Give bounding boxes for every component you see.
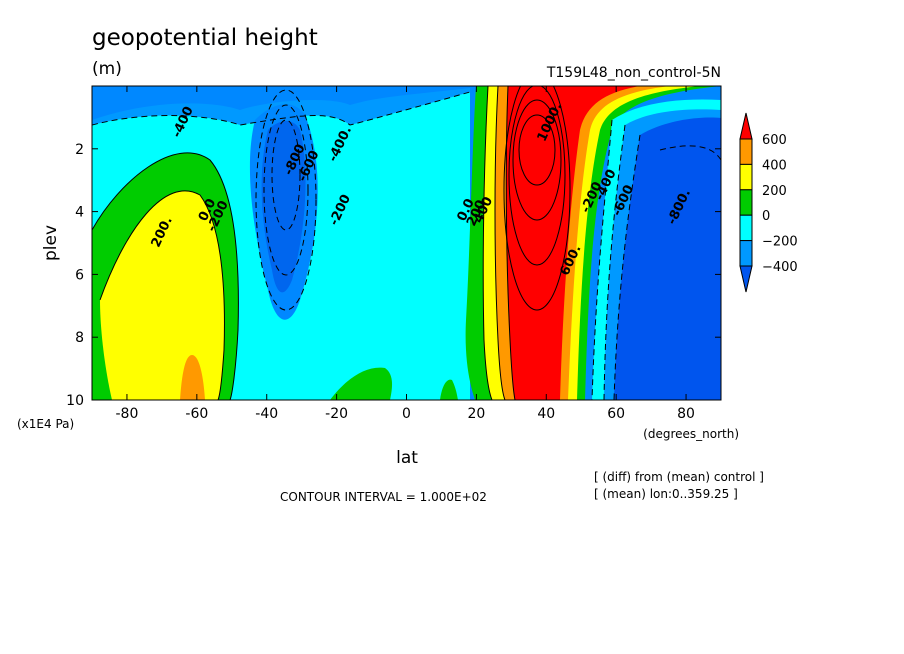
contour-minus800-nh (659, 145, 721, 161)
contour-minus600-trough (263, 104, 309, 276)
green-patch-5s (330, 367, 393, 400)
colorbar-segment (739, 163, 753, 191)
contour-minus400-nh (603, 124, 626, 400)
y-tick-label: 2 (75, 142, 84, 158)
run-label: T159L48_non_control-5N (546, 65, 721, 81)
yellow-ridge-65s (100, 190, 225, 400)
contour-minus200-nh (591, 119, 613, 400)
contour-inner-3 (508, 86, 566, 266)
x-tick-label: -60 (185, 406, 208, 422)
x-tick-label: 80 (677, 406, 695, 422)
colorbar-segment (739, 189, 753, 216)
x-tick-label: -20 (325, 406, 348, 422)
x-tick-label: 0 (402, 406, 411, 422)
note-diff: [ (diff) from (mean) control ] (594, 470, 764, 484)
contour-0-sh (92, 152, 239, 400)
contour-200-sh (99, 190, 225, 400)
y-axis: 2 4 6 8 10 (66, 142, 721, 409)
plot-area: -400-400.-600-800-200-2000.0200.0.020040… (92, 86, 721, 400)
x-tick-label: -80 (116, 406, 139, 422)
contour-inner-2 (512, 99, 562, 221)
colorbar-label: −200 (762, 235, 798, 250)
x-tick-label: 20 (467, 406, 485, 422)
x-axis-label: lat (396, 448, 418, 468)
green-patch-15n (440, 379, 458, 400)
orange-core-60s (180, 355, 205, 400)
contour-minus800-trough (271, 119, 301, 231)
contour-minus400-trough (255, 89, 317, 311)
chart-title: geopotential height (92, 25, 318, 51)
colorbar: 600 400 200 0 −200 −400 (739, 112, 798, 293)
colorbar-top-triangle (739, 112, 753, 140)
contour-400-nh-west (494, 86, 506, 400)
dashed-contours (92, 89, 721, 400)
y-units: (x1E4 Pa) (17, 417, 74, 431)
contour-minus600-nh (613, 134, 641, 400)
y-axis-label: plev (41, 225, 61, 261)
colorbar-segment (739, 240, 753, 267)
note-mean: [ (mean) lon:0..359.25 ] (594, 487, 738, 501)
colorbar-bottom-triangle (739, 265, 753, 293)
contour-inner-1 (518, 114, 556, 186)
x-tick-label: -40 (255, 406, 278, 422)
y-tick-label: 8 (75, 330, 84, 346)
x-units: (degrees_north) (643, 427, 739, 441)
colorbar-segment (739, 214, 753, 242)
colorbar-label: 600 (762, 133, 787, 148)
colorbar-label: −400 (762, 260, 798, 275)
y-tick-label: 10 (66, 393, 84, 409)
colorbar-label: 200 (762, 184, 787, 199)
colorbar-label: 0 (762, 209, 770, 224)
y-tick-label: 6 (75, 267, 84, 283)
colorbar-label: 400 (762, 158, 787, 173)
x-axis: -80 -60 -40 -20 0 20 40 60 80 (116, 86, 695, 422)
contour-interval-text: CONTOUR INTERVAL = 1.000E+02 (280, 490, 487, 504)
contour-200-nh-west (482, 86, 493, 400)
y-tick-label: 4 (75, 205, 84, 221)
x-tick-label: 60 (607, 406, 625, 422)
red-core-nh (506, 86, 640, 400)
deep-trough-40s (261, 121, 306, 293)
solid-contours (92, 86, 571, 400)
contour-inner-4 (503, 86, 571, 311)
blue-band-nh (614, 117, 721, 400)
colorbar-segment (739, 138, 753, 165)
chart-units: (m) (92, 59, 122, 79)
x-tick-label: 40 (537, 406, 555, 422)
